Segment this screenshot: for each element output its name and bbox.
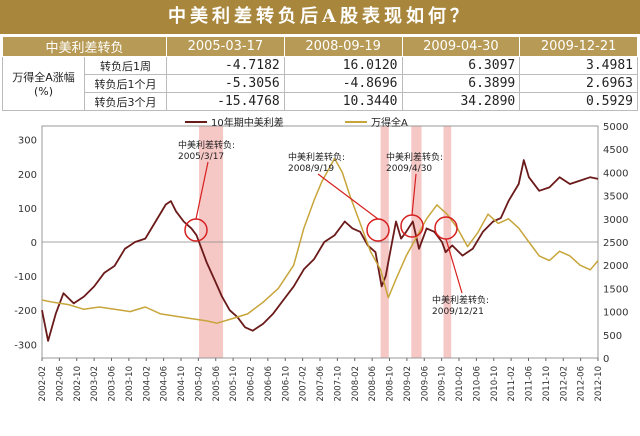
x-tick-label: 2012-10	[594, 366, 604, 402]
y-right-tick-label: 3500	[603, 192, 628, 203]
annotation-arrow	[445, 238, 463, 294]
x-tick-label: 2009-10	[438, 366, 448, 402]
y-right-tick-label: 2000	[603, 261, 628, 272]
summary-table: 中美利差转负 2005-03-17 2008-09-19 2009-04-30 …	[2, 36, 638, 111]
x-tick-label: 2012-02	[559, 366, 569, 402]
y-left-tick-label: -100	[14, 272, 37, 283]
table-cell: 0.5929	[519, 92, 638, 111]
y-left-tick-label: 0	[31, 238, 37, 249]
column-header: 2008-09-19	[283, 36, 403, 57]
x-tick-label: 2003-10	[125, 366, 135, 402]
x-tick-label: 2010-02	[455, 366, 465, 402]
table-cell: -4.8696	[283, 74, 403, 93]
column-header: 2005-03-17	[166, 36, 285, 57]
x-tick-label: 2002-10	[73, 366, 83, 402]
x-tick-label: 2011-10	[542, 366, 552, 402]
y-right-tick-label: 1000	[603, 308, 628, 319]
period-label: 转负后1个月	[84, 74, 167, 93]
annotation-label: 中美利差转负:	[178, 139, 235, 151]
x-tick-label: 2007-10	[333, 366, 343, 402]
x-tick-label: 2003-02	[90, 366, 100, 402]
table-row: 转负后3个月 -15.4768 10.3440 34.2890 0.5929	[3, 92, 638, 111]
table-row: 万得全A涨幅(%) 转负后1周 -4.7182 16.0120 6.3097 3…	[2, 56, 638, 111]
annotation-label: 中美利差转负:	[432, 294, 489, 306]
x-tick-label: 2002-06	[55, 366, 65, 402]
table-cell: 10.3440	[283, 92, 403, 111]
y-right-tick-label: 4500	[603, 145, 628, 156]
annotation-label: 中美利差转负:	[288, 151, 345, 163]
annotation-arrow	[317, 173, 379, 220]
x-tick-label: 2009-02	[403, 366, 413, 402]
table-header-row: 中美利差转负 2005-03-17 2008-09-19 2009-04-30 …	[2, 36, 638, 57]
period-label: 转负后1周	[84, 56, 167, 75]
y-left-tick-label: -200	[14, 306, 37, 317]
annotation-label: 中美利差转负:	[386, 151, 443, 163]
y-right-tick-label: 4000	[603, 168, 628, 179]
x-tick-label: 2004-10	[177, 366, 187, 402]
annotation-label: 2009/4/30	[386, 164, 432, 174]
y-right-tick-label: 5000	[603, 122, 628, 133]
x-tick-label: 2005-06	[212, 366, 222, 402]
table-row: 转负后1个月 -5.3056 -4.8696 6.3899 2.6963	[3, 74, 638, 93]
y-right-tick-label: 3000	[603, 215, 628, 226]
y-right-tick-label: 500	[603, 331, 622, 342]
y-right-tick-label: 0	[603, 354, 609, 365]
x-tick-label: 2005-02	[194, 366, 204, 402]
series-line	[41, 157, 599, 324]
period-label: 转负后3个月	[84, 92, 167, 111]
x-tick-label: 2009-06	[420, 366, 430, 402]
x-tick-label: 2003-06	[108, 366, 118, 402]
table-cell: 6.3899	[401, 74, 521, 93]
table-cell: 16.0120	[283, 56, 403, 75]
y-left-tick-label: 200	[18, 170, 37, 181]
y-right-tick-label: 2500	[603, 238, 628, 249]
annotation-label: 2005/3/17	[178, 152, 224, 162]
x-tick-label: 2006-10	[281, 366, 291, 402]
x-tick-label: 2011-02	[507, 366, 517, 402]
table-cell: -4.7182	[166, 56, 285, 75]
row-group-label: 万得全A涨幅(%)	[2, 56, 85, 111]
y-right-tick-label: 1500	[603, 284, 628, 295]
x-tick-label: 2006-02	[247, 366, 257, 402]
x-tick-label: 2007-06	[316, 366, 326, 402]
table-cell: 2.6963	[519, 74, 638, 93]
x-tick-label: 2008-02	[351, 366, 361, 402]
y-left-tick-label: 100	[18, 204, 37, 215]
legend-label: 万得全A	[371, 116, 408, 129]
annotation-label: 2009/12/21	[432, 307, 484, 317]
x-tick-label: 2010-06	[472, 366, 482, 402]
x-tick-label: 2005-10	[229, 366, 239, 402]
column-header: 2009-12-21	[519, 36, 638, 57]
annotation-arrow	[195, 161, 209, 220]
chart-container: -300 -200 -100 0 100 200 300 0 500 1000 1500 2000 25…	[0, 108, 640, 436]
x-tick-label: 2008-10	[386, 366, 396, 402]
x-tick-label: 2010-10	[490, 366, 500, 402]
x-tick-label: 2012-06	[577, 366, 587, 402]
annotation-arrow	[411, 173, 417, 216]
table-cell: 6.3097	[401, 56, 521, 75]
x-tick-label: 2007-02	[299, 366, 309, 402]
x-tick-label: 2002-02	[38, 366, 48, 402]
legend-label: 10年期中美利差	[211, 116, 284, 129]
x-tick-label: 2006-06	[264, 366, 274, 402]
annotation-label: 2008/9/19	[288, 164, 334, 174]
table-cell: 34.2890	[401, 92, 521, 111]
table-cell: -5.3056	[166, 74, 285, 93]
x-tick-label: 2011-06	[525, 366, 535, 402]
table-cell: 3.4981	[519, 56, 638, 75]
line-chart: -300-200-1000100200300050010001500200025…	[14, 116, 628, 402]
table-corner-header: 中美利差转负	[2, 36, 167, 57]
x-tick-label: 2004-06	[160, 366, 170, 402]
y-left-tick-label: 300	[18, 136, 37, 147]
series-line	[41, 159, 599, 342]
x-tick-label: 2008-06	[368, 366, 378, 402]
x-tick-label: 2004-02	[142, 366, 152, 402]
page-title: 中美利差转负后A股表现如何？	[0, 0, 640, 34]
y-left-tick-label: -300	[14, 340, 37, 351]
column-header: 2009-04-30	[401, 36, 521, 57]
